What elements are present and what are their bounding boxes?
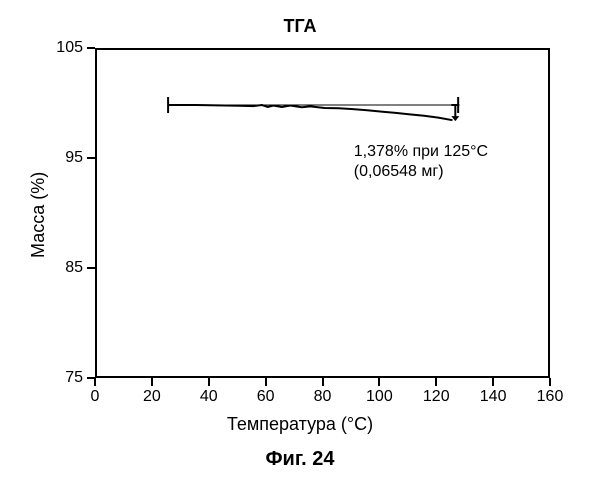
x-tick-label: 60: [257, 388, 275, 406]
x-tick-label: 20: [143, 388, 161, 406]
chart-title: ТГА: [0, 16, 600, 37]
y-tick: [87, 47, 95, 49]
annotation-line2: (0,06548 мг): [354, 162, 488, 182]
x-tick: [151, 378, 153, 386]
annotation-line1: 1,378% при 125°C: [354, 142, 488, 162]
x-tick-label: 140: [480, 388, 507, 406]
x-tick-label: 0: [91, 388, 100, 406]
x-tick: [435, 378, 437, 386]
figure-caption: Фиг. 24: [0, 448, 600, 471]
x-tick: [492, 378, 494, 386]
tga-curve: [168, 105, 452, 120]
x-tick-label: 40: [200, 388, 218, 406]
y-tick-label: 75: [43, 369, 83, 387]
x-tick: [208, 378, 210, 386]
y-tick-label: 95: [43, 149, 83, 167]
y-axis-label: Масса (%): [28, 172, 49, 258]
x-tick: [94, 378, 96, 386]
y-tick: [87, 267, 95, 269]
x-tick: [322, 378, 324, 386]
x-tick: [265, 378, 267, 386]
weight-loss-annotation: 1,378% при 125°C (0,06548 мг): [354, 142, 488, 182]
y-tick-label: 85: [43, 259, 83, 277]
x-tick: [549, 378, 551, 386]
x-tick-label: 80: [314, 388, 332, 406]
x-tick: [378, 378, 380, 386]
plot-frame: [95, 48, 550, 378]
y-tick: [87, 377, 95, 379]
x-tick-label: 100: [366, 388, 393, 406]
figure: ТГА Масса (%) Температура (°C) 1,378% пр…: [0, 0, 600, 500]
x-axis-label: Температура (°C): [0, 414, 600, 435]
y-tick: [87, 157, 95, 159]
y-tick-label: 105: [43, 39, 83, 57]
plot-svg: [97, 50, 552, 380]
x-tick-label: 160: [537, 388, 564, 406]
x-tick-label: 120: [423, 388, 450, 406]
